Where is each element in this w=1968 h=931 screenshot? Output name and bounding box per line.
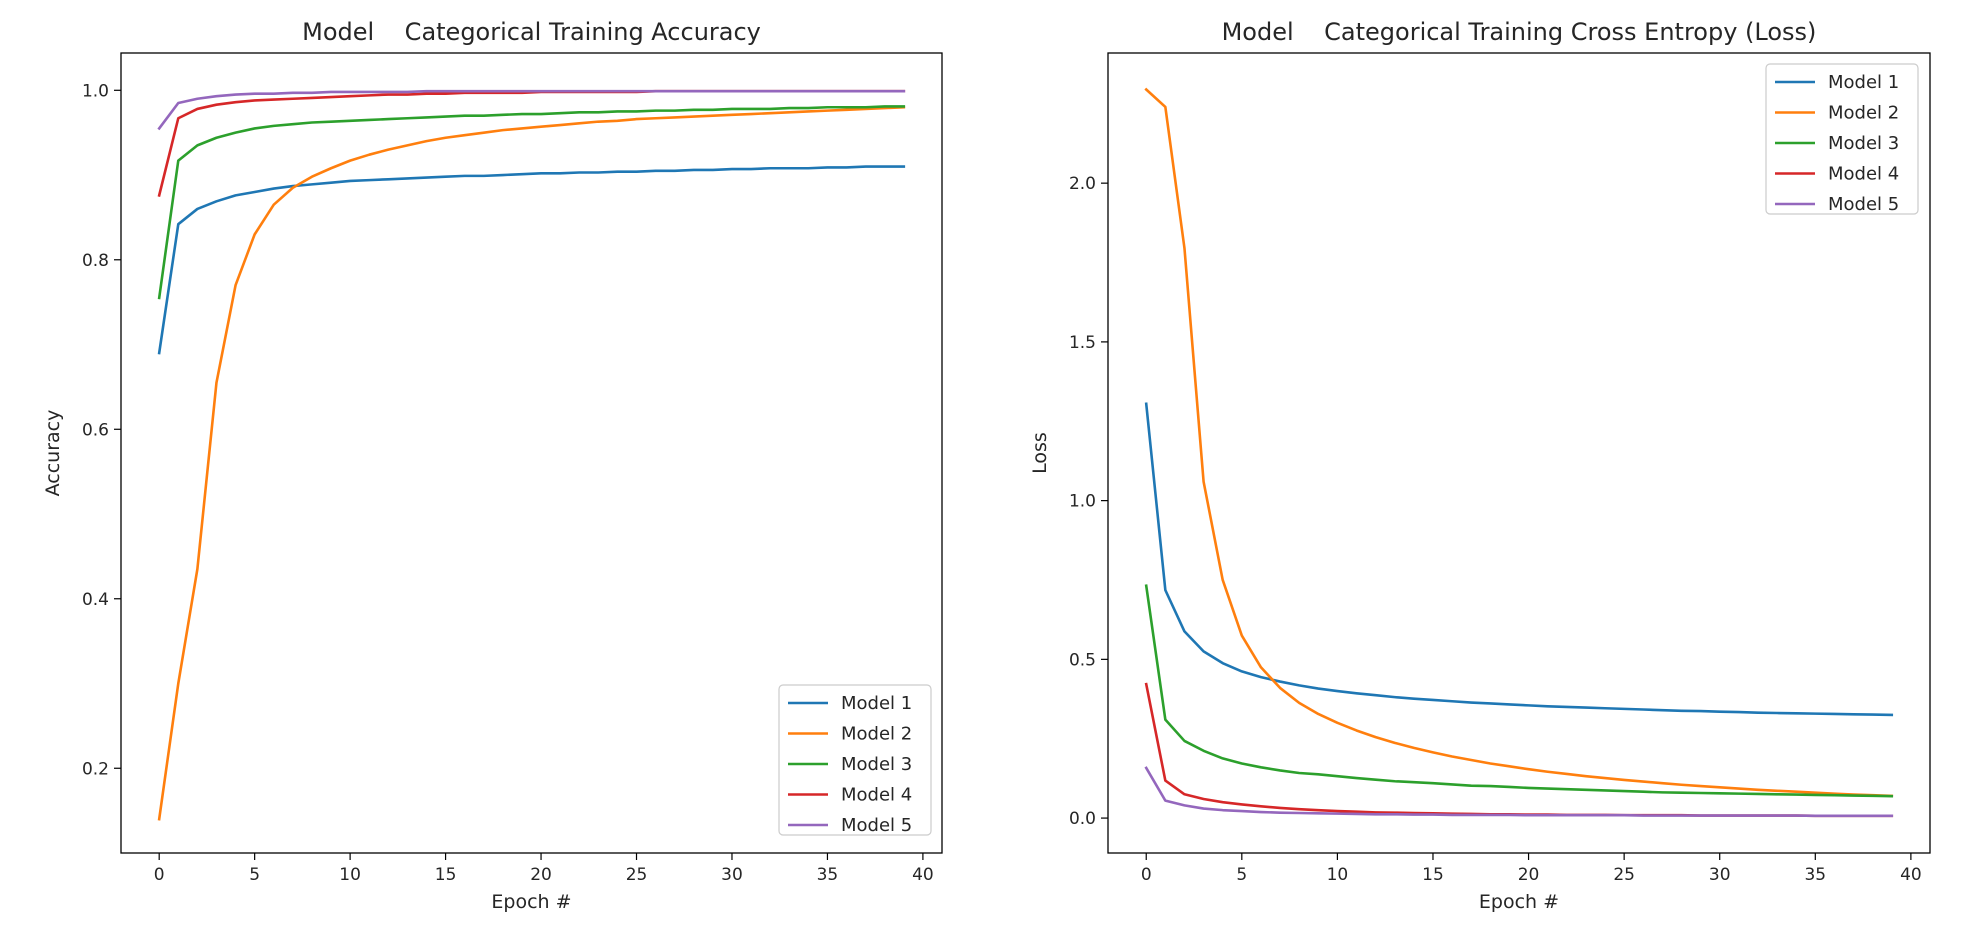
accuracy-y-tick-label: 0.4: [82, 590, 109, 610]
loss-axes-frame: [1107, 52, 1931, 854]
accuracy-y-tick-label: 0.8: [82, 251, 109, 271]
accuracy-x-tick-label: 35: [817, 865, 839, 885]
accuracy-series-line-model-1: [157, 165, 906, 355]
loss-x-tick-label: 0: [1141, 865, 1152, 885]
accuracy-x-axis-label: Epoch #: [491, 891, 571, 913]
accuracy-x-tick-label: 30: [721, 865, 743, 885]
accuracy-legend-label-model-3: Model 3: [841, 754, 912, 775]
loss-x-tick-label: 40: [1900, 865, 1922, 885]
loss-x-tick-label: 5: [1236, 865, 1247, 885]
accuracy-x-tick-label: 40: [912, 865, 934, 885]
accuracy-chart-title: Model Categorical Training Accuracy: [302, 18, 761, 46]
accuracy-series-line-model-2: [157, 105, 906, 821]
loss-legend-label-model-3: Model 3: [1828, 133, 1899, 154]
accuracy-x-tick-label: 20: [530, 865, 552, 885]
accuracy-y-tick-label: 1.0: [82, 81, 109, 101]
loss-x-tick-label: 30: [1709, 865, 1731, 885]
accuracy-y-tick-label: 0.6: [82, 420, 109, 440]
accuracy-x-tick-label: 15: [435, 865, 457, 885]
accuracy-chart: 0 5 10 15 20 25 30 35 40 0.2 0.4 0.6 0.8 1.0 Model Cat…: [42, 18, 943, 913]
loss-chart-title: Model Categorical Training Cross Entropy…: [1222, 18, 1817, 46]
loss-y-tick-label: 0.5: [1069, 650, 1096, 670]
loss-legend: Model 1 Model 2 Model 3 Model 4 Model 5: [1765, 63, 1919, 215]
loss-series-line-model-5: [1144, 766, 1894, 818]
loss-x-tick-label: 10: [1327, 865, 1349, 885]
loss-chart: 0 5 10 15 20 25 30 35 40 0.0 0.5 1.0 1.5 2.0 Model Cat…: [1029, 18, 1931, 913]
accuracy-legend-label-model-4: Model 4: [841, 785, 912, 806]
accuracy-series-group: [157, 89, 906, 821]
accuracy-axes-frame: [120, 52, 943, 854]
accuracy-x-tick-label: 25: [626, 865, 648, 885]
accuracy-legend-label-model-5: Model 5: [841, 815, 912, 836]
loss-x-tick-label: 25: [1613, 865, 1635, 885]
accuracy-legend-label-model-1: Model 1: [841, 693, 912, 714]
loss-y-axis-label: Loss: [1029, 432, 1051, 474]
loss-x-tick-label: 15: [1422, 865, 1444, 885]
loss-legend-label-model-5: Model 5: [1828, 194, 1899, 215]
loss-y-tick-label: 1.5: [1069, 333, 1096, 353]
accuracy-y-tick-label: 0.2: [82, 759, 109, 779]
accuracy-y-axis-label: Accuracy: [42, 410, 64, 497]
loss-legend-box: [1765, 63, 1919, 215]
loss-y-tick-label: 2.0: [1069, 174, 1096, 194]
loss-y-tick-label: 1.0: [1069, 492, 1096, 512]
loss-series-line-model-3: [1144, 584, 1894, 798]
accuracy-legend: Model 1 Model 2 Model 3 Model 4 Model 5: [778, 684, 932, 836]
accuracy-x-tick-label: 5: [249, 865, 260, 885]
accuracy-legend-label-model-2: Model 2: [841, 724, 912, 745]
loss-legend-label-model-1: Model 1: [1828, 72, 1899, 93]
loss-x-tick-label: 20: [1518, 865, 1540, 885]
accuracy-series-line-model-3: [157, 105, 906, 300]
loss-series-line-model-2: [1144, 87, 1894, 798]
loss-x-axis-label: Epoch #: [1479, 891, 1559, 913]
accuracy-x-tick-label: 10: [339, 865, 361, 885]
loss-series-group: [1144, 87, 1894, 818]
accuracy-x-tick-label: 0: [154, 865, 165, 885]
accuracy-legend-box: [778, 684, 932, 836]
accuracy-series-line-model-5: [157, 89, 906, 131]
loss-legend-label-model-2: Model 2: [1828, 103, 1899, 124]
loss-x-tick-label: 35: [1804, 865, 1826, 885]
loss-legend-label-model-4: Model 4: [1828, 164, 1899, 185]
loss-y-tick-label: 0.0: [1069, 809, 1096, 829]
